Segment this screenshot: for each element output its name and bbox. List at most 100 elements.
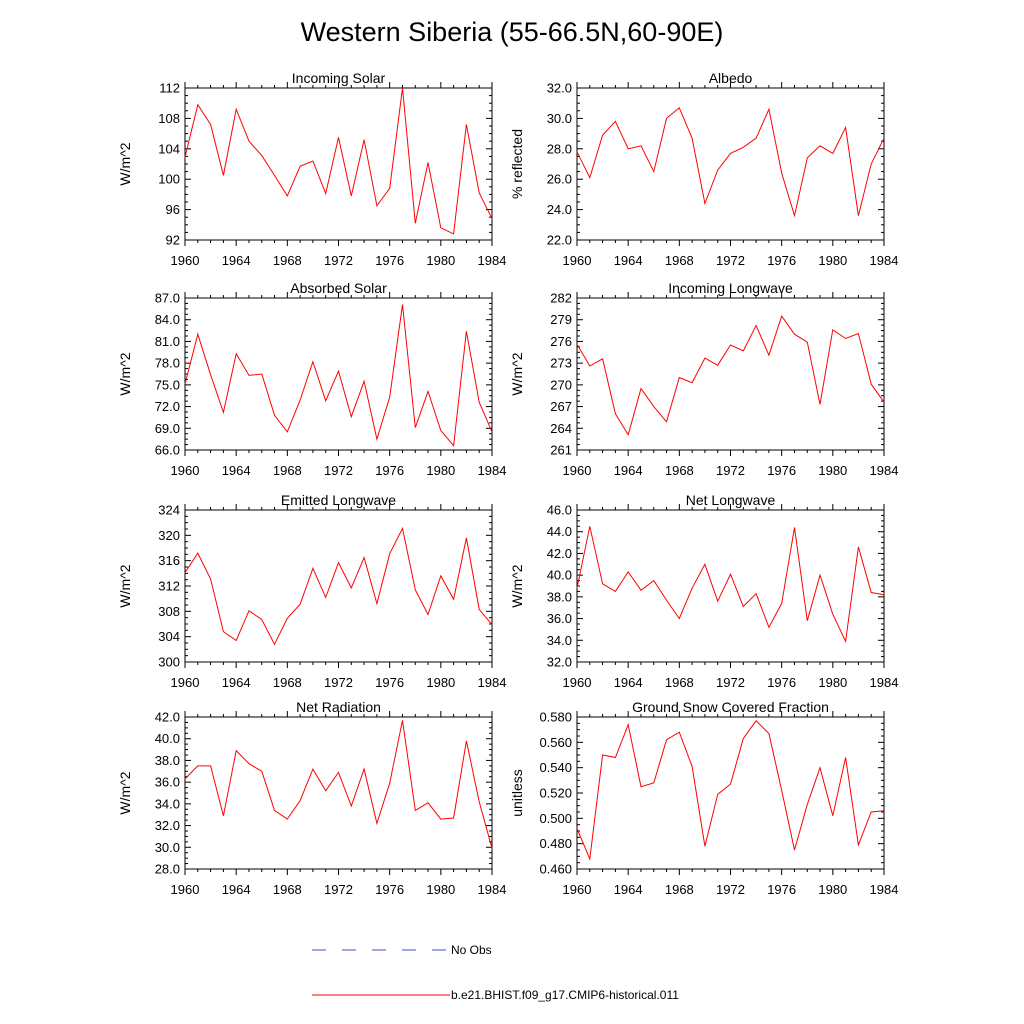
x-tick-label: 1976 bbox=[375, 253, 404, 268]
y-tick-label: 38.0 bbox=[155, 753, 180, 768]
x-tick-label: 1980 bbox=[818, 675, 847, 690]
panel-title: Absorbed Solar bbox=[290, 280, 387, 296]
y-tick-label: 87.0 bbox=[155, 291, 180, 306]
y-tick-label: 112 bbox=[159, 81, 180, 96]
y-tick-label: 28.0 bbox=[155, 862, 180, 877]
x-tick-label: 1980 bbox=[426, 675, 455, 690]
y-axis-label: W/m^2 bbox=[117, 771, 133, 814]
x-tick-label: 1972 bbox=[716, 675, 745, 690]
y-tick-label: 72.0 bbox=[155, 399, 180, 414]
series-line-model bbox=[184, 720, 493, 849]
panel-incoming-longwave: Incoming Longwave W/m^2 261 264 267 270 273 276… bbox=[509, 280, 898, 478]
y-tick-label: 100 bbox=[158, 172, 180, 187]
y-tick-label: 312 bbox=[158, 579, 180, 594]
y-tick-label: 108 bbox=[158, 111, 180, 126]
y-tick-label: 66.0 bbox=[155, 443, 180, 458]
panel-title: Ground Snow Covered Fraction bbox=[632, 699, 829, 715]
y-tick-label: 0.540 bbox=[539, 760, 572, 775]
x-tick-label: 1964 bbox=[614, 253, 643, 268]
x-tick-label: 1960 bbox=[563, 882, 592, 897]
plot-frame bbox=[184, 297, 493, 451]
series-line-model bbox=[576, 526, 885, 644]
x-tick-label: 1984 bbox=[478, 882, 507, 897]
y-tick-label: 0.560 bbox=[539, 735, 572, 750]
x-tick-label: 1980 bbox=[426, 463, 455, 478]
x-tick-label: 1980 bbox=[426, 882, 455, 897]
series-line-model bbox=[576, 106, 885, 218]
y-tick-label: 32.0 bbox=[547, 81, 572, 96]
y-tick-label: 308 bbox=[158, 604, 180, 619]
y-tick-label: 40.0 bbox=[547, 568, 572, 583]
panel-title: Albedo bbox=[709, 70, 753, 86]
y-axis-label: W/m^2 bbox=[509, 352, 525, 395]
y-tick-label: 104 bbox=[158, 141, 180, 156]
x-tick-label: 1960 bbox=[563, 675, 592, 690]
legend: No Obs b.e21.BHIST.f09_g17.CMIP6-histori… bbox=[312, 943, 679, 1002]
y-tick-label: 320 bbox=[158, 528, 180, 543]
x-tick-label: 1964 bbox=[614, 675, 643, 690]
plot-frame bbox=[184, 716, 493, 870]
y-tick-label: 42.0 bbox=[547, 546, 572, 561]
y-tick-label: 304 bbox=[158, 629, 180, 644]
x-tick-label: 1960 bbox=[171, 675, 200, 690]
y-tick-label: 300 bbox=[158, 655, 180, 670]
x-tick-label: 1984 bbox=[870, 675, 899, 690]
x-tick-label: 1976 bbox=[767, 882, 796, 897]
panel-title: Incoming Solar bbox=[292, 70, 386, 86]
panel-title: Incoming Longwave bbox=[668, 280, 793, 296]
x-tick-label: 1968 bbox=[665, 675, 694, 690]
y-tick-label: 38.0 bbox=[547, 589, 572, 604]
x-tick-label: 1964 bbox=[614, 463, 643, 478]
y-tick-label: 316 bbox=[158, 553, 180, 568]
y-tick-label: 0.520 bbox=[539, 786, 572, 801]
series-line-model bbox=[576, 314, 885, 437]
y-tick-label: 0.500 bbox=[539, 811, 572, 826]
y-tick-label: 324 bbox=[158, 503, 180, 518]
y-tick-label: 69.0 bbox=[155, 421, 180, 436]
x-tick-label: 1976 bbox=[375, 882, 404, 897]
x-tick-label: 1980 bbox=[818, 463, 847, 478]
y-tick-label: 42.0 bbox=[155, 710, 180, 725]
y-tick-label: 273 bbox=[550, 356, 572, 371]
panel-title: Emitted Longwave bbox=[281, 492, 396, 508]
x-tick-label: 1976 bbox=[767, 675, 796, 690]
y-tick-label: 36.0 bbox=[155, 775, 180, 790]
x-tick-label: 1964 bbox=[222, 253, 251, 268]
y-tick-label: 34.0 bbox=[155, 796, 180, 811]
x-tick-label: 1972 bbox=[324, 882, 353, 897]
x-tick-label: 1968 bbox=[665, 463, 694, 478]
y-tick-label: 75.0 bbox=[155, 377, 180, 392]
x-tick-label: 1972 bbox=[324, 675, 353, 690]
x-tick-label: 1980 bbox=[818, 253, 847, 268]
y-axis-label: W/m^2 bbox=[509, 564, 525, 607]
y-tick-label: 28.0 bbox=[547, 141, 572, 156]
x-tick-label: 1984 bbox=[478, 675, 507, 690]
series-line-model bbox=[184, 304, 493, 447]
y-axis-label: W/m^2 bbox=[117, 142, 133, 185]
x-tick-label: 1960 bbox=[171, 882, 200, 897]
x-tick-label: 1968 bbox=[273, 882, 302, 897]
panel-incoming-solar: Incoming Solar W/m^2 92 96 100 104 108 112 1960 1… bbox=[117, 70, 506, 268]
y-tick-label: 30.0 bbox=[155, 840, 180, 855]
y-tick-label: 0.580 bbox=[539, 710, 572, 725]
y-tick-label: 92 bbox=[166, 233, 180, 248]
y-tick-label: 32.0 bbox=[547, 655, 572, 670]
y-tick-label: 276 bbox=[550, 334, 572, 349]
panel-net-radiation: Net Radiation W/m^2 28.0 30.0 32.0 34.0 36.0 38… bbox=[117, 699, 506, 897]
x-tick-label: 1972 bbox=[324, 253, 353, 268]
y-tick-label: 22.0 bbox=[547, 233, 572, 248]
x-tick-label: 1964 bbox=[614, 882, 643, 897]
plot-frame bbox=[576, 87, 885, 241]
x-tick-label: 1964 bbox=[222, 882, 251, 897]
x-tick-label: 1960 bbox=[171, 463, 200, 478]
y-tick-label: 46.0 bbox=[547, 503, 572, 518]
y-tick-label: 40.0 bbox=[155, 731, 180, 746]
y-tick-label: 270 bbox=[550, 377, 572, 392]
x-tick-label: 1968 bbox=[665, 253, 694, 268]
x-tick-label: 1976 bbox=[767, 253, 796, 268]
y-tick-label: 78.0 bbox=[155, 356, 180, 371]
panel-ground-snow-covered-fraction: Ground Snow Covered Fraction unitless 0.46… bbox=[509, 699, 898, 897]
x-tick-label: 1972 bbox=[324, 463, 353, 478]
x-tick-label: 1960 bbox=[171, 253, 200, 268]
